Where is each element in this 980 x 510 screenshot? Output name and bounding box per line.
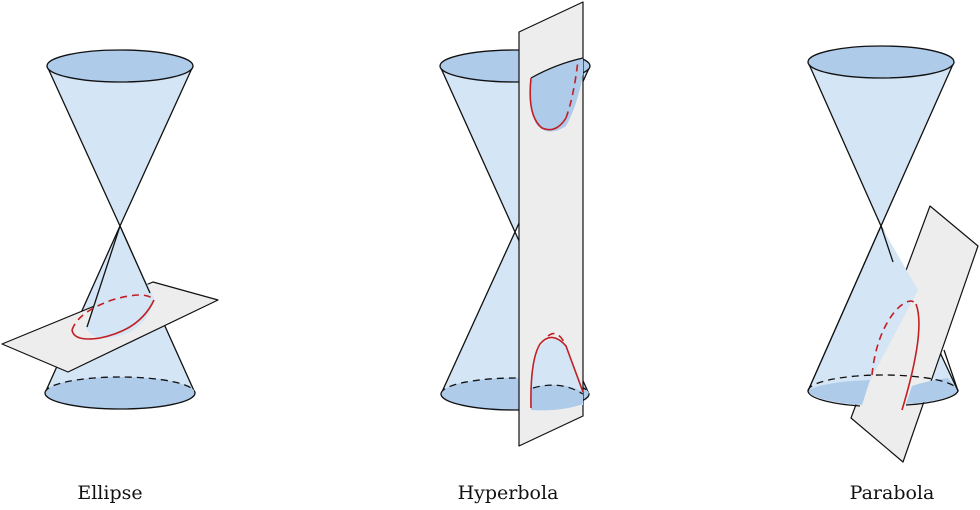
- hyperbola-upper-rim: [530, 57, 584, 79]
- ellipse-cone-bottom-front-rim: [44, 392, 196, 410]
- parabola-cone-upper: [807, 61, 955, 227]
- ellipse-cone-edge-left: [86, 225, 121, 328]
- parabola-figure: [807, 45, 979, 463]
- parabola-caption: Parabola: [849, 482, 935, 504]
- parabola-curve-solid: [901, 303, 920, 411]
- parabola-cone-edge-right-lower: [943, 349, 959, 392]
- hyperbola-upper-branch-dashed: [565, 59, 579, 119]
- parabola-curve-dashed: [871, 300, 917, 376]
- parabola-cone-top-cap: [807, 45, 955, 79]
- ellipse-figure: [1, 49, 219, 410]
- ellipse-cone-bottom-cap: [45, 377, 195, 409]
- ellipse-cone-above-plane: [86, 226, 154, 338]
- parabola-cone-bottom-rim-front: [807, 390, 861, 407]
- ellipse-cone-top-cap: [46, 49, 194, 83]
- parabola-cone-bottom-cap-front: [808, 380, 870, 405]
- hyperbola-lower-branch-dashed: [547, 332, 567, 347]
- ellipse-cone-edge-right: [119, 225, 151, 294]
- parabola-cone-bottom-cap-back: [906, 378, 958, 404]
- ellipse-cone-upper: [46, 65, 194, 227]
- hyperbola-figure: [439, 1, 591, 447]
- parabola-cone-edge-right: [880, 225, 894, 263]
- ellipse-cone-bottom-back-rim: [44, 376, 196, 394]
- hyperbola-caption: Hyperbola: [457, 482, 559, 504]
- parabola-cone-edge-left: [807, 225, 882, 392]
- hyperbola-lower-rim: [532, 384, 584, 395]
- parabola-cone-bottom-rim-front-right: [905, 390, 959, 406]
- parabola-cone-front-left: [808, 226, 918, 400]
- hyperbola-lower-branch-solid: [530, 336, 584, 409]
- ellipse-caption: Ellipse: [77, 482, 143, 504]
- hyperbola-upper-branch-solid: [529, 77, 567, 131]
- hyperbola-lower-cap-region: [531, 384, 583, 411]
- ellipse-curve-solid: [71, 299, 155, 340]
- hyperbola-upper-region: [530, 58, 583, 132]
- parabola-cone-bottom-rim-back: [807, 374, 959, 392]
- ellipse-curve-dashed: [71, 294, 155, 331]
